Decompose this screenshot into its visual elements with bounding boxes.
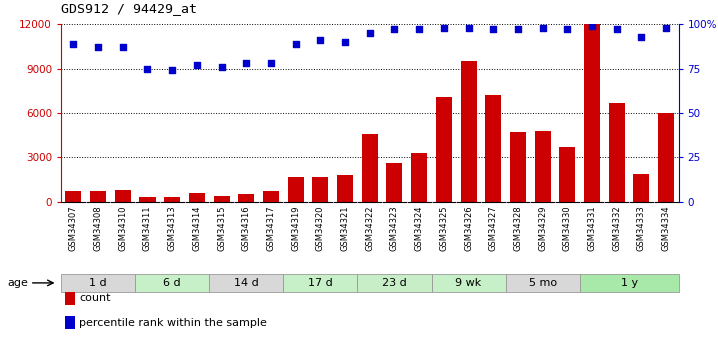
Bar — [209, 274, 284, 292]
Text: age: age — [7, 278, 28, 288]
Bar — [263, 191, 279, 202]
Point — [141, 66, 153, 71]
Bar — [135, 274, 209, 292]
Point — [265, 60, 276, 66]
Bar — [432, 274, 505, 292]
Point — [414, 27, 425, 32]
Point — [561, 27, 573, 32]
Text: GSM34322: GSM34322 — [365, 205, 374, 251]
Text: GSM34333: GSM34333 — [637, 205, 646, 251]
Point — [635, 34, 647, 39]
Text: GSM34326: GSM34326 — [464, 205, 473, 251]
Point — [488, 27, 499, 32]
Point — [463, 25, 475, 30]
Text: percentile rank within the sample: percentile rank within the sample — [79, 318, 267, 327]
Text: GSM34311: GSM34311 — [143, 205, 152, 251]
Point — [340, 39, 351, 45]
Point — [216, 64, 228, 70]
Text: GSM34328: GSM34328 — [513, 205, 523, 251]
Text: GSM34310: GSM34310 — [118, 205, 127, 251]
Point — [537, 25, 549, 30]
Text: 5 mo: 5 mo — [528, 278, 556, 288]
Bar — [411, 153, 427, 202]
Bar — [65, 191, 81, 202]
Point — [241, 60, 252, 66]
Bar — [358, 274, 432, 292]
Text: GSM34307: GSM34307 — [69, 205, 78, 251]
Bar — [485, 95, 501, 202]
Point — [438, 25, 449, 30]
Bar — [90, 191, 106, 202]
Text: 17 d: 17 d — [308, 278, 332, 288]
Bar — [436, 97, 452, 202]
Point — [512, 27, 523, 32]
Bar — [164, 197, 180, 202]
Bar — [609, 102, 625, 202]
Point — [290, 41, 302, 47]
Bar — [284, 274, 358, 292]
Bar — [510, 132, 526, 202]
Bar — [288, 177, 304, 202]
Text: GSM34308: GSM34308 — [93, 205, 103, 251]
Bar — [362, 134, 378, 202]
Bar — [584, 24, 600, 202]
Text: GSM34319: GSM34319 — [292, 205, 300, 251]
Text: 23 d: 23 d — [382, 278, 407, 288]
Point — [191, 62, 202, 68]
Bar — [559, 147, 575, 202]
Text: GSM34327: GSM34327 — [489, 205, 498, 251]
Bar — [579, 274, 679, 292]
Bar — [505, 274, 579, 292]
Point — [314, 37, 326, 43]
Text: GSM34320: GSM34320 — [316, 205, 325, 251]
Bar — [189, 193, 205, 202]
Text: GSM34314: GSM34314 — [192, 205, 201, 251]
Text: GSM34330: GSM34330 — [563, 205, 572, 251]
Text: 6 d: 6 d — [164, 278, 181, 288]
Text: GSM34329: GSM34329 — [538, 205, 547, 251]
Point — [364, 30, 376, 36]
Point — [661, 25, 672, 30]
Text: GDS912 / 94429_at: GDS912 / 94429_at — [61, 2, 197, 16]
Text: count: count — [79, 294, 111, 303]
Point — [587, 23, 598, 29]
Bar — [312, 177, 328, 202]
Bar — [139, 197, 156, 202]
Point — [611, 27, 623, 32]
Text: GSM34332: GSM34332 — [612, 205, 621, 251]
Text: GSM34321: GSM34321 — [340, 205, 350, 251]
Text: GSM34324: GSM34324 — [415, 205, 424, 251]
Point — [67, 41, 79, 47]
Point — [93, 45, 104, 50]
Text: GSM34317: GSM34317 — [266, 205, 276, 251]
Text: GSM34334: GSM34334 — [662, 205, 671, 251]
Bar — [658, 113, 674, 202]
Text: 1 d: 1 d — [89, 278, 107, 288]
Bar — [386, 163, 403, 202]
Bar — [213, 196, 230, 202]
Bar — [61, 274, 135, 292]
Bar — [238, 195, 254, 202]
Text: GSM34316: GSM34316 — [242, 205, 251, 251]
Text: GSM34331: GSM34331 — [587, 205, 597, 251]
Text: 9 wk: 9 wk — [455, 278, 482, 288]
Text: GSM34325: GSM34325 — [439, 205, 448, 251]
Point — [167, 68, 178, 73]
Text: GSM34313: GSM34313 — [168, 205, 177, 251]
Text: 1 y: 1 y — [620, 278, 638, 288]
Text: GSM34323: GSM34323 — [390, 205, 399, 251]
Bar — [115, 190, 131, 202]
Point — [388, 27, 400, 32]
Bar — [460, 61, 477, 202]
Text: GSM34315: GSM34315 — [217, 205, 226, 251]
Bar — [337, 175, 353, 202]
Text: 14 d: 14 d — [234, 278, 258, 288]
Bar — [633, 174, 650, 202]
Bar — [535, 131, 551, 202]
Point — [117, 45, 129, 50]
